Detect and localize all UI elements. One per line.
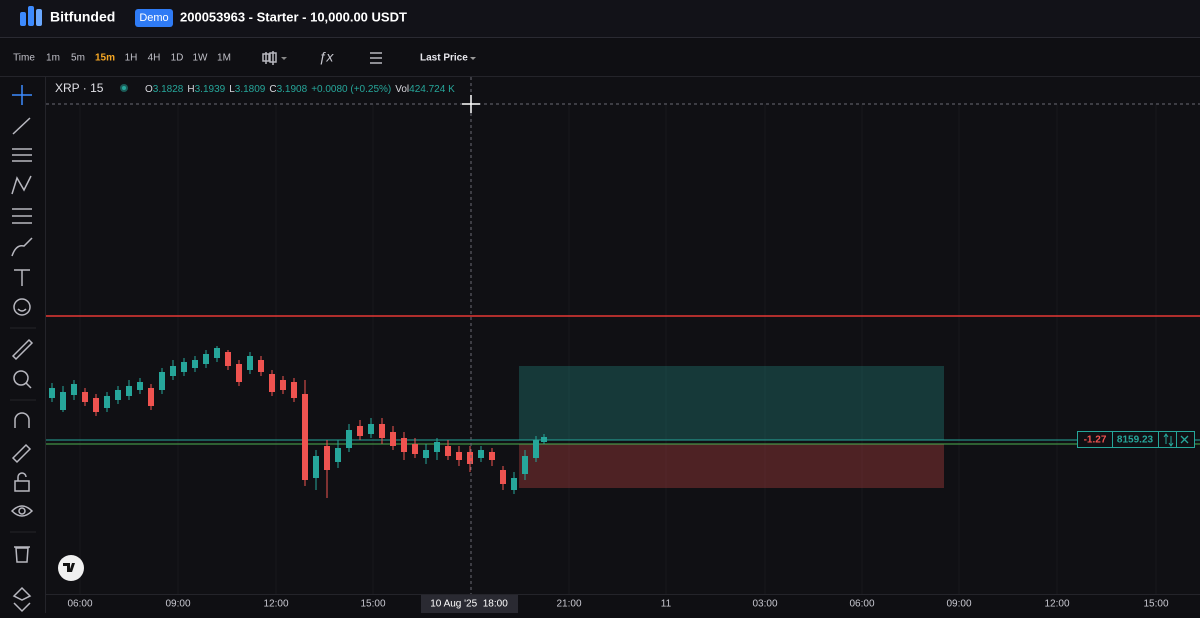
time-axis xyxy=(46,594,1200,613)
magnet-tool[interactable] xyxy=(14,412,30,428)
header xyxy=(0,0,1200,37)
drawing-sidebar xyxy=(0,77,45,613)
time-tick-label: 03:00 xyxy=(752,599,777,610)
time-tick-label: 09:00 xyxy=(946,599,971,610)
close-label: C xyxy=(269,84,276,95)
position-label[interactable]: -1.27 8159.23 xyxy=(1077,431,1195,448)
time-tick-label: 21:00 xyxy=(556,599,581,610)
time-tick-label: 06:00 xyxy=(849,599,874,610)
fib-tool[interactable] xyxy=(12,208,32,224)
interval-button[interactable]: 1M xyxy=(217,53,231,64)
trendline-tool[interactable] xyxy=(12,117,31,135)
time-tick-label: 15:00 xyxy=(360,599,385,610)
interval-button[interactable]: 1H xyxy=(125,53,138,64)
time-label: Time xyxy=(13,53,35,64)
interval-button[interactable]: 1W xyxy=(193,53,209,64)
brand-logo[interactable] xyxy=(20,6,42,26)
change-value: +0.0080 (+0.25%) xyxy=(311,84,391,95)
open-label: O xyxy=(145,84,153,95)
price-type-dropdown[interactable]: Last Price xyxy=(420,53,468,64)
close-value: 3.1908 xyxy=(277,84,308,95)
interval-button[interactable]: 1D xyxy=(171,53,184,64)
high-value: 3.1939 xyxy=(195,84,226,95)
demo-badge xyxy=(135,9,173,27)
settings-button[interactable] xyxy=(370,52,382,64)
time-axis-labels: 06:00 09:00 12:00 15:00 21:00 11 03:00 06:00 09:… xyxy=(67,599,1168,610)
time-tick-label: 06:00 xyxy=(67,599,92,610)
visibility-tool[interactable] xyxy=(10,505,34,517)
chart-area[interactable] xyxy=(46,77,1200,594)
time-tick-label: 12:00 xyxy=(1044,599,1069,610)
position-quantity: 8159.23 xyxy=(1117,435,1154,446)
time-tick-label: 09:00 xyxy=(165,599,190,610)
pattern-tool[interactable] xyxy=(11,175,32,195)
reverse-button[interactable] xyxy=(1163,433,1174,447)
close-position-button[interactable] xyxy=(1180,435,1189,444)
low-value: 3.1809 xyxy=(235,84,266,95)
time-tick-label: 12:00 xyxy=(263,599,288,610)
zoom-tool[interactable] xyxy=(13,370,32,389)
interval-button[interactable]: 5m xyxy=(71,53,85,64)
horizontal-lines-tool[interactable] xyxy=(12,148,32,162)
text-tool[interactable] xyxy=(14,269,30,286)
volume-label: Vol xyxy=(395,84,409,95)
interval-button[interactable]: 1m xyxy=(46,53,60,64)
low-label: L xyxy=(229,84,235,95)
toolbar xyxy=(0,39,1200,76)
crosshair-time-box xyxy=(421,595,518,613)
measure-tool[interactable] xyxy=(11,338,34,361)
symbol[interactable]: XRP · 15 xyxy=(55,81,104,95)
brand-name[interactable]: Bitfunded xyxy=(50,9,115,25)
demo-badge-text: Demo xyxy=(139,12,168,24)
grid xyxy=(79,104,1157,594)
cursor xyxy=(462,95,480,113)
emoji-tool[interactable] xyxy=(13,298,31,316)
account-info[interactable]: 200053963 - Starter - 10,000.00 USDT xyxy=(180,9,407,24)
time-tick-label: 11 xyxy=(661,599,672,610)
chart-type-button[interactable] xyxy=(262,51,287,65)
volume-value: 424.724 K xyxy=(409,84,455,95)
open-value: 3.1828 xyxy=(153,84,184,95)
brush-tool[interactable] xyxy=(11,237,33,257)
interval-group: Time 1m 5m 15m 1H 4H 1D 1W 1M xyxy=(13,53,231,64)
take-profit-zone[interactable] xyxy=(519,366,944,440)
tradingview-logo[interactable] xyxy=(58,555,84,581)
indicators-button[interactable]: ƒx xyxy=(319,49,335,65)
candles xyxy=(49,346,547,498)
crosshair-tool[interactable] xyxy=(12,85,32,105)
high-label: H xyxy=(187,84,194,95)
draw-mode-tool[interactable] xyxy=(11,443,32,464)
ohlc-legend: O3.1828 H3.1939 L3.1809 C3.1908 +0.0080 (+0.… xyxy=(145,84,455,95)
interval-button[interactable]: 4H xyxy=(148,53,161,64)
stop-loss-zone[interactable] xyxy=(519,444,944,488)
time-tick-label: 15:00 xyxy=(1143,599,1168,610)
interval-button[interactable]: 15m xyxy=(95,53,115,64)
lock-tool[interactable] xyxy=(14,472,30,492)
collapse-tool[interactable] xyxy=(12,586,32,613)
position-pnl: -1.27 xyxy=(1084,435,1107,446)
crosshair-time-label: 10 Aug '25 18:00 xyxy=(430,599,508,610)
delete-tool[interactable] xyxy=(14,546,30,563)
